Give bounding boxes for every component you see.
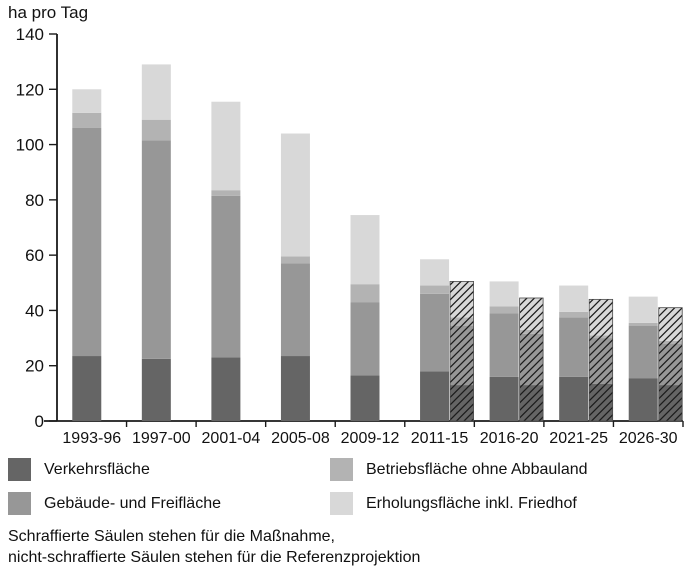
x-tick-label: 2011-15: [411, 430, 469, 447]
bar-2026-30-reference-segment-3: [628, 296, 658, 323]
footnote-line-1: Schraffierte Säulen stehen für die Maßna…: [8, 528, 335, 545]
x-tick-label: 1997-00: [132, 430, 191, 447]
y-tick-label: 20: [25, 357, 44, 376]
y-tick-label: 40: [25, 301, 44, 320]
legend: Verkehrsfläche Betriebsfläche ohne Abbau…: [8, 458, 678, 515]
legend-item-gebaeude-freiflaeche: Gebäude- und Freifläche: [8, 492, 330, 515]
bar-2009-12-reference-segment-2: [350, 284, 380, 303]
legend-label: Verkehrsfläche: [44, 460, 150, 478]
bar-2005-08-reference-segment-3: [280, 133, 310, 257]
bar-2021-25-reference-segment-0: [559, 376, 589, 421]
legend-label: Gebäude- und Freifläche: [44, 494, 221, 512]
bar-2021-25-reference-segment-3: [559, 285, 589, 312]
legend-swatch-gebaeude-freiflaeche: [8, 492, 31, 515]
legend-item-erholungsflaeche: Erholungsfläche inkl. Friedhof: [330, 492, 678, 515]
bar-2001-04-reference-segment-3: [211, 101, 241, 191]
bar-2001-04-reference-segment-1: [211, 195, 241, 358]
x-tick-label: 2001-04: [202, 430, 261, 447]
bar-1993-96-reference-segment-1: [72, 127, 102, 357]
x-tick-label: 2005-08: [271, 430, 330, 447]
bar-2016-20-reference-segment-3: [489, 281, 519, 307]
bar-2011-15-reference-segment-2: [420, 285, 450, 294]
bar-2009-12-reference-segment-3: [350, 215, 380, 285]
bar-2026-30-reference-segment-2: [628, 322, 658, 326]
y-tick-label: 100: [16, 136, 44, 155]
legend-item-verkehrsflaeche: Verkehrsfläche: [8, 458, 330, 481]
legend-label: Erholungsfläche inkl. Friedhof: [366, 494, 577, 512]
bar-2016-20-reference-segment-1: [489, 313, 519, 377]
footnote-line-2: nicht-schraffierte Säulen stehen für die…: [8, 549, 421, 566]
bar-2021-25-reference-segment-2: [559, 311, 589, 318]
y-tick-label: 0: [35, 412, 44, 431]
legend-swatch-verkehrsflaeche: [8, 458, 31, 481]
bar-1993-96-reference-segment-3: [72, 89, 102, 113]
bar-2026-30-reference-segment-1: [628, 325, 658, 379]
bar-2009-12-reference-segment-0: [350, 375, 380, 421]
y-tick-label: 60: [25, 246, 44, 265]
x-tick-label: 2009-12: [341, 430, 400, 447]
y-tick-label: 120: [16, 80, 44, 99]
y-axis-unit-label: ha pro Tag: [8, 3, 89, 22]
bar-2001-04-reference-segment-0: [211, 357, 241, 421]
bar-2026-30-hatch-overlay: [658, 307, 683, 422]
legend-swatch-betriebsflaeche: [330, 458, 353, 481]
bar-2016-20-hatch-overlay: [519, 297, 544, 422]
bar-1997-00-reference-segment-3: [141, 64, 171, 120]
y-tick-label: 80: [25, 191, 44, 210]
bar-1993-96-reference-segment-2: [72, 112, 102, 128]
x-tick-label: 2016-20: [480, 430, 539, 447]
bar-2005-08-reference-segment-2: [280, 256, 310, 264]
bar-1993-96-reference-segment-0: [72, 356, 102, 421]
stacked-bar-chart: 0 20 40 60 80 100 120 140 1993-96 1997-00 2001-04 2…: [16, 25, 684, 447]
bar-2005-08-reference-segment-0: [280, 356, 310, 421]
x-tick-label: 2021-25: [549, 430, 608, 447]
y-tick-label: 140: [16, 25, 44, 44]
bar-1997-00-reference-segment-2: [141, 119, 171, 141]
bar-2011-15-reference-segment-0: [420, 371, 450, 421]
x-tick-label: 1993-96: [62, 430, 121, 447]
legend-swatch-erholungsflaeche: [330, 492, 353, 515]
bar-2011-15-reference-segment-1: [420, 293, 450, 372]
bar-1997-00-reference-segment-0: [141, 358, 171, 421]
bar-1997-00-reference-segment-1: [141, 140, 171, 359]
bar-2016-20-reference-segment-2: [489, 306, 519, 314]
bar-2011-15-hatch-overlay: [449, 281, 474, 422]
bar-2016-20-reference-segment-0: [489, 376, 519, 421]
bar-2021-25-hatch-overlay: [588, 298, 614, 422]
footnote: Schraffierte Säulen stehen für die Maßna…: [8, 526, 420, 568]
bar-2026-30-reference-segment-0: [628, 378, 658, 421]
legend-item-betriebsflaeche: Betriebsfläche ohne Abbauland: [330, 458, 678, 481]
bar-2001-04-reference-segment-2: [211, 190, 241, 196]
bar-2005-08-reference-segment-1: [280, 263, 310, 357]
bar-2011-15-reference-segment-3: [420, 259, 450, 286]
legend-label: Betriebsfläche ohne Abbauland: [366, 460, 588, 478]
bar-2021-25-reference-segment-1: [559, 317, 589, 377]
x-tick-label: 2026-30: [619, 430, 678, 447]
bar-2009-12-reference-segment-1: [350, 302, 380, 376]
